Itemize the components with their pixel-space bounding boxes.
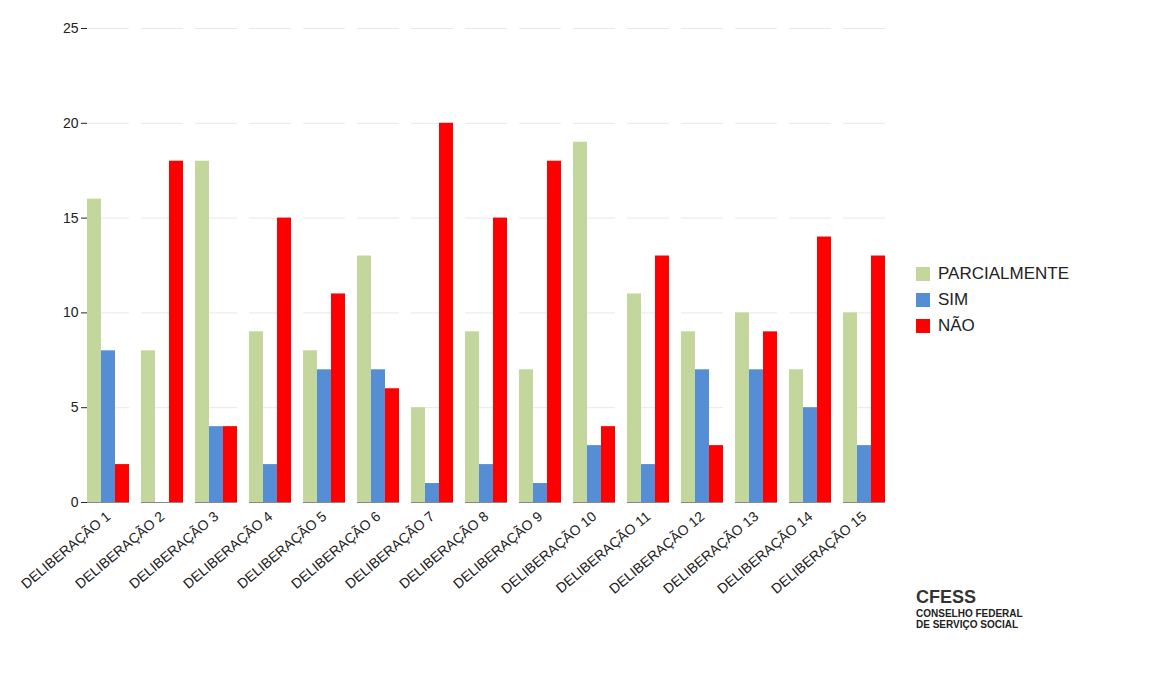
svg-text:DELIBERAÇÃO 4: DELIBERAÇÃO 4 (180, 508, 276, 592)
html-text:CFESS: CFESS (916, 587, 976, 607)
svg-text:DELIBERAÇÃO 13: DELIBERAÇÃO 13 (660, 508, 762, 597)
html-text:NÃO: NÃO (938, 316, 975, 335)
svg-text:DELIBERAÇÃO 3: DELIBERAÇÃO 3 (126, 508, 222, 592)
svg-text:20: 20 (63, 115, 79, 131)
html-text:CONSELHO FEDERAL: CONSELHO FEDERAL (916, 608, 1023, 619)
svg-text:DELIBERAÇÃO 8: DELIBERAÇÃO 8 (396, 508, 492, 592)
svg-text:DELIBERAÇÃO 9: DELIBERAÇÃO 9 (450, 508, 546, 592)
svg-text:10: 10 (63, 304, 79, 320)
html-text:DE SERVIÇO SOCIAL: DE SERVIÇO SOCIAL (916, 619, 1019, 630)
html-text:SIM: SIM (938, 290, 969, 309)
svg-text:25: 25 (63, 20, 79, 36)
svg-text:DELIBERAÇÃO 1: DELIBERAÇÃO 1 (18, 508, 114, 592)
svg-text:DELIBERAÇÃO 15: DELIBERAÇÃO 15 (768, 508, 870, 597)
svg-text:0: 0 (71, 494, 79, 510)
svg-text:DELIBERAÇÃO 14: DELIBERAÇÃO 14 (714, 508, 816, 597)
svg-text:15: 15 (63, 210, 79, 226)
svg-text:DELIBERAÇÃO 11: DELIBERAÇÃO 11 (553, 508, 654, 596)
svg-text:DELIBERAÇÃO 12: DELIBERAÇÃO 12 (606, 508, 708, 597)
svg-text:DELIBERAÇÃO 5: DELIBERAÇÃO 5 (234, 508, 330, 592)
svg-text:DELIBERAÇÃO 2: DELIBERAÇÃO 2 (72, 508, 168, 592)
html-text:PARCIALMENTE: PARCIALMENTE (938, 264, 1069, 283)
svg-text:DELIBERAÇÃO 7: DELIBERAÇÃO 7 (342, 508, 438, 592)
svg-text:5: 5 (71, 399, 79, 415)
svg-text:DELIBERAÇÃO 10: DELIBERAÇÃO 10 (498, 508, 600, 597)
svg-text:DELIBERAÇÃO 6: DELIBERAÇÃO 6 (288, 508, 384, 592)
